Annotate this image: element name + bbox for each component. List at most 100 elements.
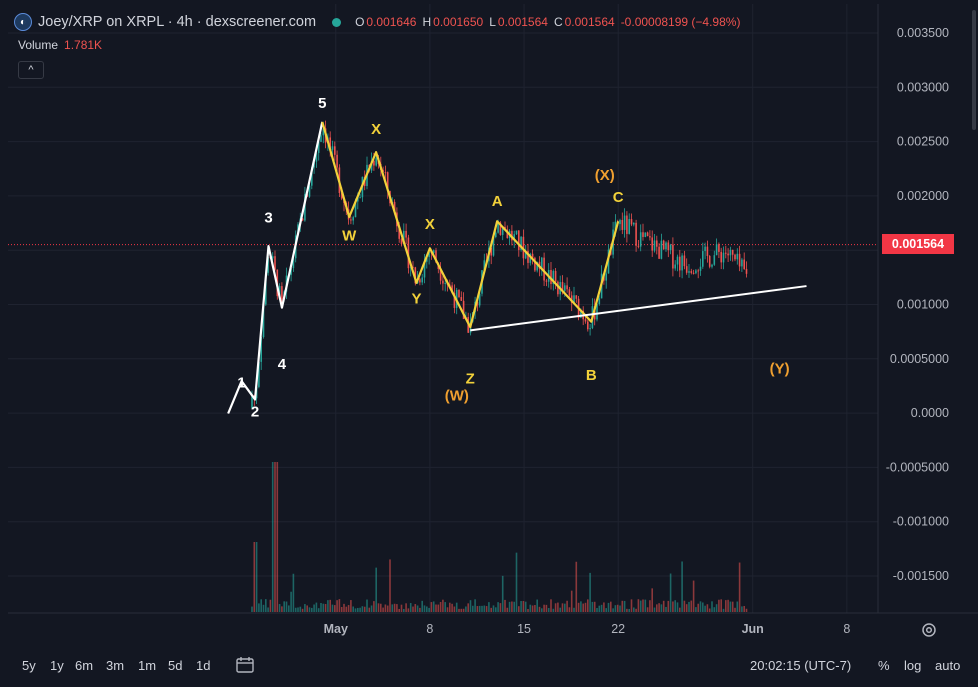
tf-3m[interactable]: 3m bbox=[106, 658, 125, 673]
percent-toggle[interactable]: % bbox=[878, 658, 890, 673]
volume-bar bbox=[692, 580, 695, 612]
candle-body bbox=[497, 222, 499, 233]
volume-bar bbox=[681, 561, 683, 612]
candle-body bbox=[490, 247, 492, 256]
tf-1y[interactable]: 1y bbox=[50, 658, 64, 673]
candle-body bbox=[536, 261, 538, 271]
volume-bar bbox=[683, 600, 686, 612]
tf-5y[interactable]: 5y bbox=[22, 658, 36, 673]
volume-bar bbox=[260, 599, 262, 612]
candle-body bbox=[662, 240, 665, 250]
volume-bar bbox=[656, 604, 658, 612]
timezone-clock[interactable]: 20:02:15 (UTC-7) bbox=[750, 658, 852, 673]
volume-bar bbox=[253, 542, 256, 612]
volume-bar bbox=[559, 607, 561, 612]
volume-bar bbox=[405, 603, 407, 612]
volume-bar bbox=[299, 606, 302, 612]
candle-body bbox=[598, 298, 601, 304]
candle-body bbox=[658, 246, 660, 259]
volume-bar bbox=[490, 607, 492, 612]
candle-body bbox=[734, 254, 736, 260]
y-tick-label: 0.002500 bbox=[897, 135, 949, 149]
volume-bar bbox=[557, 602, 559, 612]
volume-bar bbox=[688, 601, 690, 612]
volume-bar bbox=[596, 607, 598, 612]
volume-bar bbox=[458, 608, 460, 612]
y-tick-label: -0.0005000 bbox=[886, 460, 949, 474]
bottom-toolbar: 5y 1y 6m 3m 1m 5d 1d 20:02:15 (UTC-7) % … bbox=[0, 650, 978, 687]
volume-bar bbox=[522, 600, 525, 612]
volume-bar bbox=[338, 599, 341, 612]
volume-bar bbox=[543, 604, 545, 612]
tf-6m[interactable]: 6m bbox=[75, 658, 94, 673]
volume-bar bbox=[570, 590, 573, 612]
candle-body bbox=[531, 253, 534, 258]
volume-bar bbox=[520, 601, 522, 612]
volume-bar bbox=[702, 602, 704, 612]
candle-body bbox=[557, 281, 559, 295]
candle-body bbox=[736, 253, 739, 260]
volume-bar bbox=[577, 602, 580, 612]
candle-body bbox=[518, 230, 520, 250]
x-tick-label: 8 bbox=[843, 622, 850, 636]
candle-body bbox=[681, 255, 683, 271]
auto-toggle[interactable]: auto bbox=[935, 658, 961, 673]
candle-body bbox=[520, 236, 522, 250]
volume-bar bbox=[311, 607, 313, 612]
candle-body bbox=[688, 271, 690, 273]
volume-bar bbox=[669, 573, 672, 612]
volume-bar bbox=[340, 606, 343, 612]
support-trendline bbox=[470, 285, 807, 332]
log-toggle[interactable]: log bbox=[904, 658, 922, 673]
volume-bar bbox=[637, 599, 640, 612]
volume-bar bbox=[472, 605, 474, 612]
volume-bar bbox=[674, 600, 676, 612]
x-tick-label: May bbox=[324, 622, 348, 636]
volume-bar bbox=[653, 607, 656, 612]
volume-bar bbox=[451, 603, 453, 612]
volume-bar bbox=[488, 602, 490, 612]
wave-label: Z bbox=[466, 370, 475, 387]
volume-bar bbox=[639, 600, 642, 612]
candle-body bbox=[543, 257, 545, 281]
volume-bar bbox=[575, 561, 578, 612]
tf-1d[interactable]: 1d bbox=[196, 658, 211, 673]
collapse-legend-button[interactable]: ^ bbox=[18, 61, 44, 79]
candle-body bbox=[646, 232, 649, 237]
calendar-range-icon[interactable] bbox=[235, 656, 255, 674]
chart-title[interactable]: Joey/XRP on XRPL · 4h · dexscreener.com bbox=[38, 14, 317, 30]
candle-body bbox=[260, 337, 262, 362]
volume-bar bbox=[262, 604, 265, 612]
volume-bar bbox=[603, 602, 605, 612]
candle-body bbox=[628, 219, 630, 234]
candle-body bbox=[350, 219, 352, 221]
candle-body bbox=[258, 361, 260, 387]
candle-body bbox=[674, 264, 676, 269]
candle-body bbox=[667, 242, 670, 251]
volume-bar bbox=[697, 603, 699, 612]
volume-bar bbox=[538, 606, 541, 612]
candle-body bbox=[483, 260, 486, 271]
volume-bar bbox=[612, 608, 614, 612]
tf-5d[interactable]: 5d bbox=[168, 658, 183, 673]
ohlc-open-key: O bbox=[355, 15, 365, 29]
candle-body bbox=[292, 258, 295, 269]
tf-1m[interactable]: 1m bbox=[138, 658, 157, 673]
volume-bar bbox=[743, 605, 745, 612]
volume-bar bbox=[368, 607, 371, 612]
candle-body bbox=[267, 257, 269, 273]
wave-label: (Y) bbox=[770, 361, 790, 378]
candle-body bbox=[529, 253, 532, 263]
candle-body bbox=[584, 319, 587, 322]
volume-bar bbox=[444, 602, 446, 612]
volume-bar bbox=[276, 462, 279, 612]
candle-body bbox=[352, 217, 354, 221]
volume-bar bbox=[708, 608, 711, 612]
candle-body bbox=[460, 297, 463, 301]
volume-bar bbox=[725, 600, 727, 612]
wave-label: (X) bbox=[595, 167, 615, 184]
candle-body bbox=[278, 286, 281, 297]
volume-bar bbox=[676, 602, 679, 612]
gear-icon[interactable] bbox=[920, 621, 938, 639]
